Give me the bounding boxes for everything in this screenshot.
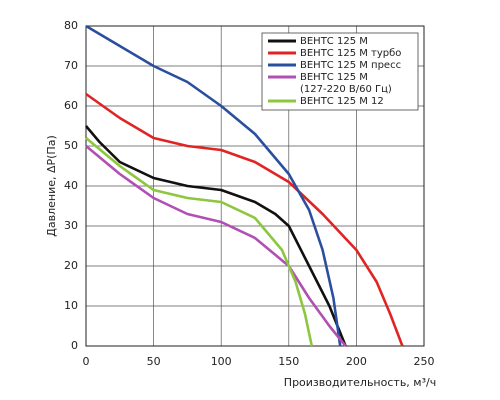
legend-label: ВЕНТС 125 М турбо bbox=[300, 48, 401, 59]
series-line bbox=[85, 136, 314, 347]
y-tick-label: 10 bbox=[64, 299, 78, 312]
series-line bbox=[85, 144, 347, 347]
x-tick-label: 100 bbox=[211, 355, 232, 368]
y-tick-label: 50 bbox=[64, 139, 78, 152]
y-tick-label: 40 bbox=[64, 179, 78, 192]
y-tick-label: 30 bbox=[64, 219, 78, 232]
y-tick-label: 70 bbox=[64, 59, 78, 72]
plot-frame bbox=[85, 25, 425, 347]
x-tick-label: 250 bbox=[414, 355, 435, 368]
y-tick-label: 0 bbox=[71, 339, 78, 352]
y-tick-label: 20 bbox=[64, 259, 78, 272]
x-axis-label: Производительность, м³/ч bbox=[284, 376, 436, 389]
legend-box bbox=[261, 32, 419, 111]
legend-label: ВЕНТС 125 М bbox=[300, 36, 368, 47]
x-tick-label: 0 bbox=[83, 355, 90, 368]
legend-label: ВЕНТС 125 М пресс bbox=[300, 60, 401, 71]
y-tick-label: 80 bbox=[64, 19, 78, 32]
legend-label: ВЕНТС 125 М (127-220 В/60 Гц) bbox=[300, 72, 392, 95]
x-tick-label: 50 bbox=[147, 355, 161, 368]
series-line bbox=[85, 92, 404, 347]
y-tick-label: 60 bbox=[64, 99, 78, 112]
series-line bbox=[85, 125, 347, 347]
x-tick-label: 200 bbox=[346, 355, 367, 368]
series-line bbox=[85, 24, 342, 347]
y-axis-label: Давление, ΔP(Па) bbox=[45, 135, 58, 236]
x-tick-label: 150 bbox=[278, 355, 299, 368]
legend-label: ВЕНТС 125 М 12 bbox=[300, 96, 384, 107]
